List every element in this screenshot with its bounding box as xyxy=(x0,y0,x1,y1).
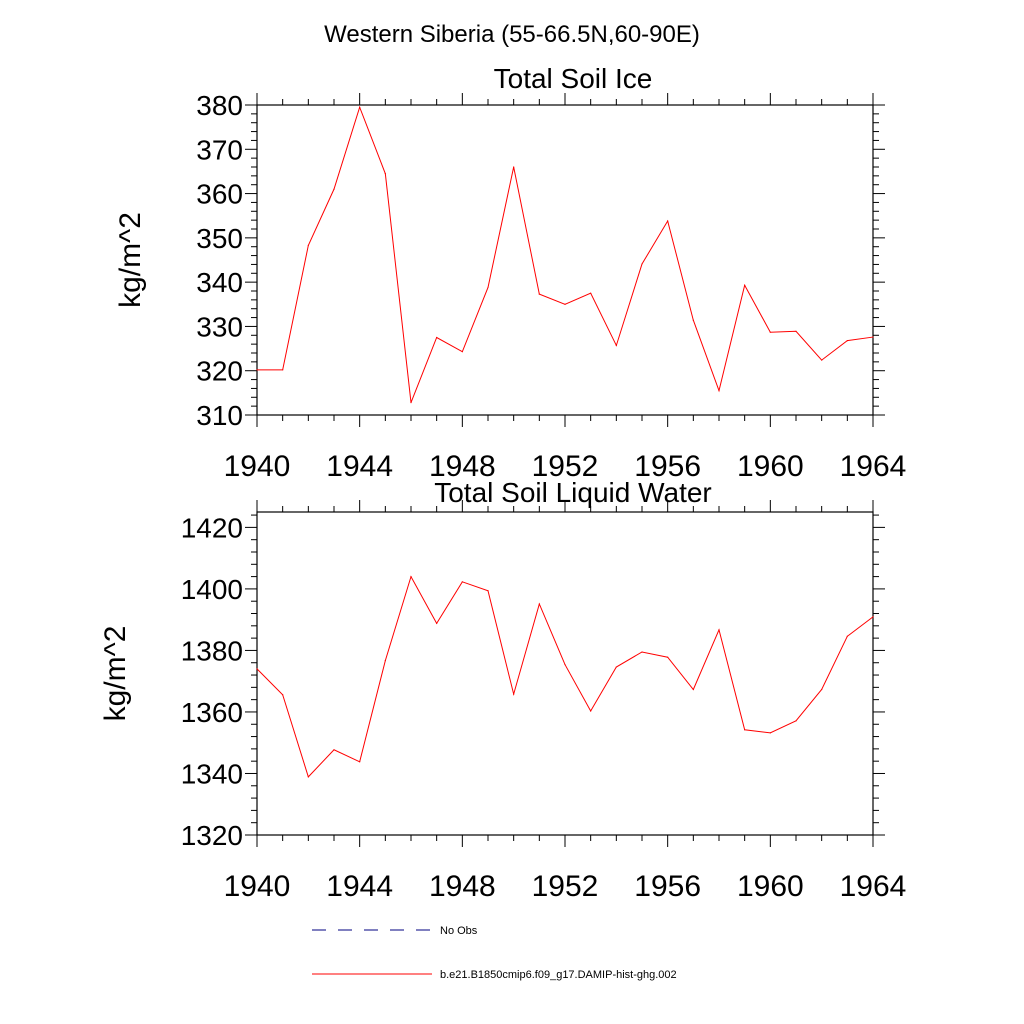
y-axis-label: kg/m^2 xyxy=(99,626,132,722)
data-point xyxy=(307,244,309,246)
data-point xyxy=(333,188,335,190)
y-tick-label: 1340 xyxy=(181,758,243,789)
x-tick-label: 1944 xyxy=(326,450,393,483)
data-point xyxy=(667,656,669,658)
y-tick-label: 1360 xyxy=(181,697,243,728)
data-point xyxy=(513,693,515,695)
series-line xyxy=(256,575,874,778)
data-point xyxy=(718,390,720,392)
data-point xyxy=(846,340,848,342)
data-point xyxy=(359,761,361,763)
data-point xyxy=(359,106,361,108)
y-tick-label: 310 xyxy=(196,400,243,431)
data-point xyxy=(564,303,566,305)
x-tick-label: 1952 xyxy=(532,870,599,903)
data-point xyxy=(615,666,617,668)
data-point xyxy=(384,173,386,175)
x-tick-label: 1940 xyxy=(224,450,291,483)
y-tick-label: 380 xyxy=(196,90,243,121)
x-tick-label: 1944 xyxy=(326,870,393,903)
y-tick-label: 320 xyxy=(196,356,243,387)
data-point xyxy=(615,344,617,347)
y-tick-label: 330 xyxy=(196,311,243,342)
data-point xyxy=(256,369,258,371)
x-tick-label: 1948 xyxy=(429,450,496,483)
y-axis-label: kg/m^2 xyxy=(114,212,147,308)
data-point xyxy=(821,359,823,361)
x-tick-label: 1960 xyxy=(737,450,804,483)
data-point xyxy=(333,749,335,751)
data-point xyxy=(538,603,540,605)
y-tick-label: 1400 xyxy=(181,574,243,605)
data-point xyxy=(795,330,797,332)
data-point xyxy=(769,732,771,734)
data-point xyxy=(256,668,258,670)
x-tick-label: 1964 xyxy=(840,450,907,483)
data-point xyxy=(795,720,797,722)
data-point xyxy=(692,319,694,321)
x-tick-label: 1956 xyxy=(634,450,701,483)
data-point xyxy=(641,263,643,265)
data-point xyxy=(744,729,746,731)
data-point xyxy=(410,576,412,578)
data-point xyxy=(821,688,823,691)
data-point xyxy=(872,616,874,618)
data-point xyxy=(436,622,438,624)
x-tick-label: 1964 xyxy=(840,870,907,903)
data-point xyxy=(513,166,515,168)
data-point xyxy=(487,590,489,592)
legend-label-model: b.e21.B1850cmip6.f09_g17.DAMIP-hist-ghg.… xyxy=(440,969,677,981)
data-point xyxy=(564,663,566,666)
x-tick-label: 1952 xyxy=(532,450,599,483)
x-tick-label: 1940 xyxy=(224,870,291,903)
data-point xyxy=(461,351,463,353)
y-tick-label: 340 xyxy=(196,267,243,298)
x-tick-label: 1960 xyxy=(737,870,804,903)
legend: No Obs b.e21.B1850cmip6.f09_g17.DAMIP-hi… xyxy=(312,925,677,981)
data-point xyxy=(744,284,746,286)
chart-title: Total Soil Ice xyxy=(494,63,653,94)
data-point xyxy=(282,369,284,371)
data-point xyxy=(846,635,848,637)
legend-label-no-obs: No Obs xyxy=(440,925,478,937)
data-point xyxy=(590,292,592,294)
data-point xyxy=(872,336,874,338)
data-point xyxy=(436,336,438,339)
data-point xyxy=(461,581,463,583)
plot-frame xyxy=(256,511,874,836)
chart-title: Total Soil Liquid Water xyxy=(434,477,712,508)
x-tick-label: 1948 xyxy=(429,870,496,903)
series-line xyxy=(257,105,874,403)
data-point xyxy=(538,293,540,295)
panel-total-soil-ice: 310 320 330 340 350 360 370 380 1940 1944 1948 1952… xyxy=(114,63,906,483)
x-tick-label: 1956 xyxy=(634,870,701,903)
y-tick-label: 370 xyxy=(196,134,243,165)
panel-total-soil-liquid-water: 1320 1340 1360 1380 1400 1420 1940 1944 1948 1952… xyxy=(99,477,906,903)
y-tick-label: 1420 xyxy=(181,512,243,543)
data-point xyxy=(718,629,720,631)
y-tick-label: 1380 xyxy=(181,635,243,666)
plot-frame xyxy=(256,104,874,416)
data-point xyxy=(384,659,386,662)
data-point xyxy=(410,402,412,404)
data-point xyxy=(307,776,309,778)
y-tick-label: 1320 xyxy=(181,820,243,851)
data-point xyxy=(667,220,669,222)
figure-suptitle: Western Siberia (55-66.5N,60-90E) xyxy=(324,21,700,48)
y-tick-label: 360 xyxy=(196,179,243,210)
y-tick-label: 350 xyxy=(196,223,243,254)
data-point xyxy=(692,688,694,691)
data-point xyxy=(590,710,592,712)
data-point xyxy=(282,694,284,696)
data-point xyxy=(641,651,643,653)
data-point xyxy=(487,286,489,289)
data-point xyxy=(769,331,771,333)
